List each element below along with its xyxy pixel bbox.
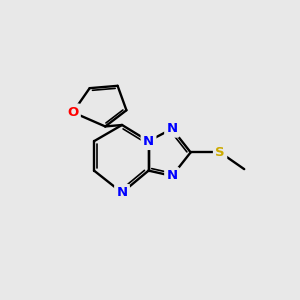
Text: N: N	[167, 122, 178, 135]
Text: N: N	[143, 135, 154, 148]
Text: N: N	[116, 186, 128, 199]
Text: O: O	[67, 106, 79, 119]
Text: N: N	[167, 169, 178, 182]
Text: S: S	[215, 146, 225, 159]
